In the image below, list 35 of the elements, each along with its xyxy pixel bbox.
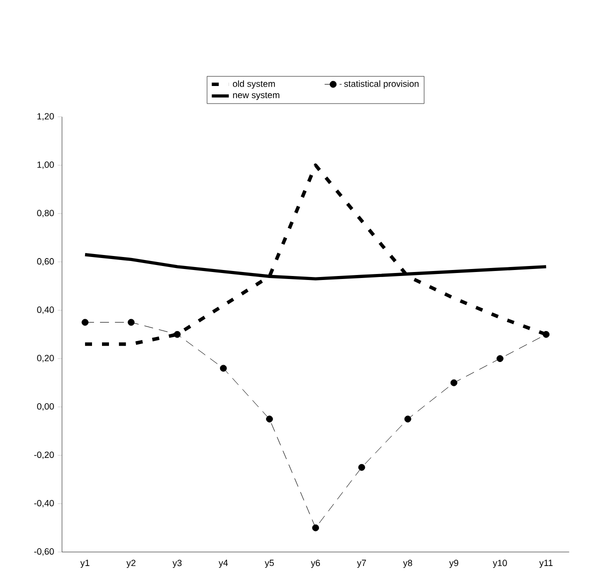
x-tick-label: y11 (539, 560, 553, 568)
y-tick-label: 0,80 (37, 210, 54, 218)
legend-label: statistical provision (344, 80, 419, 89)
point (266, 416, 273, 422)
x-tick-label: y5 (264, 560, 274, 568)
x-tick-label: y2 (126, 560, 136, 568)
point (312, 524, 320, 532)
y-tick-label: -0,60 (34, 548, 54, 556)
legend-label: old system (232, 80, 275, 89)
point (128, 318, 135, 326)
y-tick-label: -0,40 (34, 500, 54, 508)
point (496, 355, 504, 362)
y-tick-label: 0,00 (37, 403, 54, 411)
legend-label: new system (233, 92, 280, 100)
x-tick-label: y1 (80, 560, 90, 568)
x-tick-label: y6 (310, 560, 320, 568)
x-tick-label: y8 (403, 560, 412, 568)
x-tick-label: y3 (172, 560, 182, 568)
point (450, 379, 458, 386)
point (82, 318, 88, 326)
x-tick-label: y4 (218, 560, 228, 568)
point (220, 364, 227, 372)
y-tick-label: 1,00 (37, 161, 54, 169)
x-tick-label: y10 (492, 560, 507, 568)
x-tick-label: y9 (449, 560, 458, 568)
y-tick-label: 0,60 (37, 258, 54, 266)
y-tick-label: 0,20 (37, 354, 54, 362)
y-tick-label: 0,40 (37, 306, 54, 314)
point (174, 330, 181, 338)
x-tick-label: y7 (356, 560, 366, 568)
y-tick-label: -0,20 (34, 452, 54, 459)
y-tick-label: 1,20 (37, 113, 54, 121)
point (542, 330, 550, 338)
point (358, 464, 366, 471)
point (404, 416, 412, 422)
